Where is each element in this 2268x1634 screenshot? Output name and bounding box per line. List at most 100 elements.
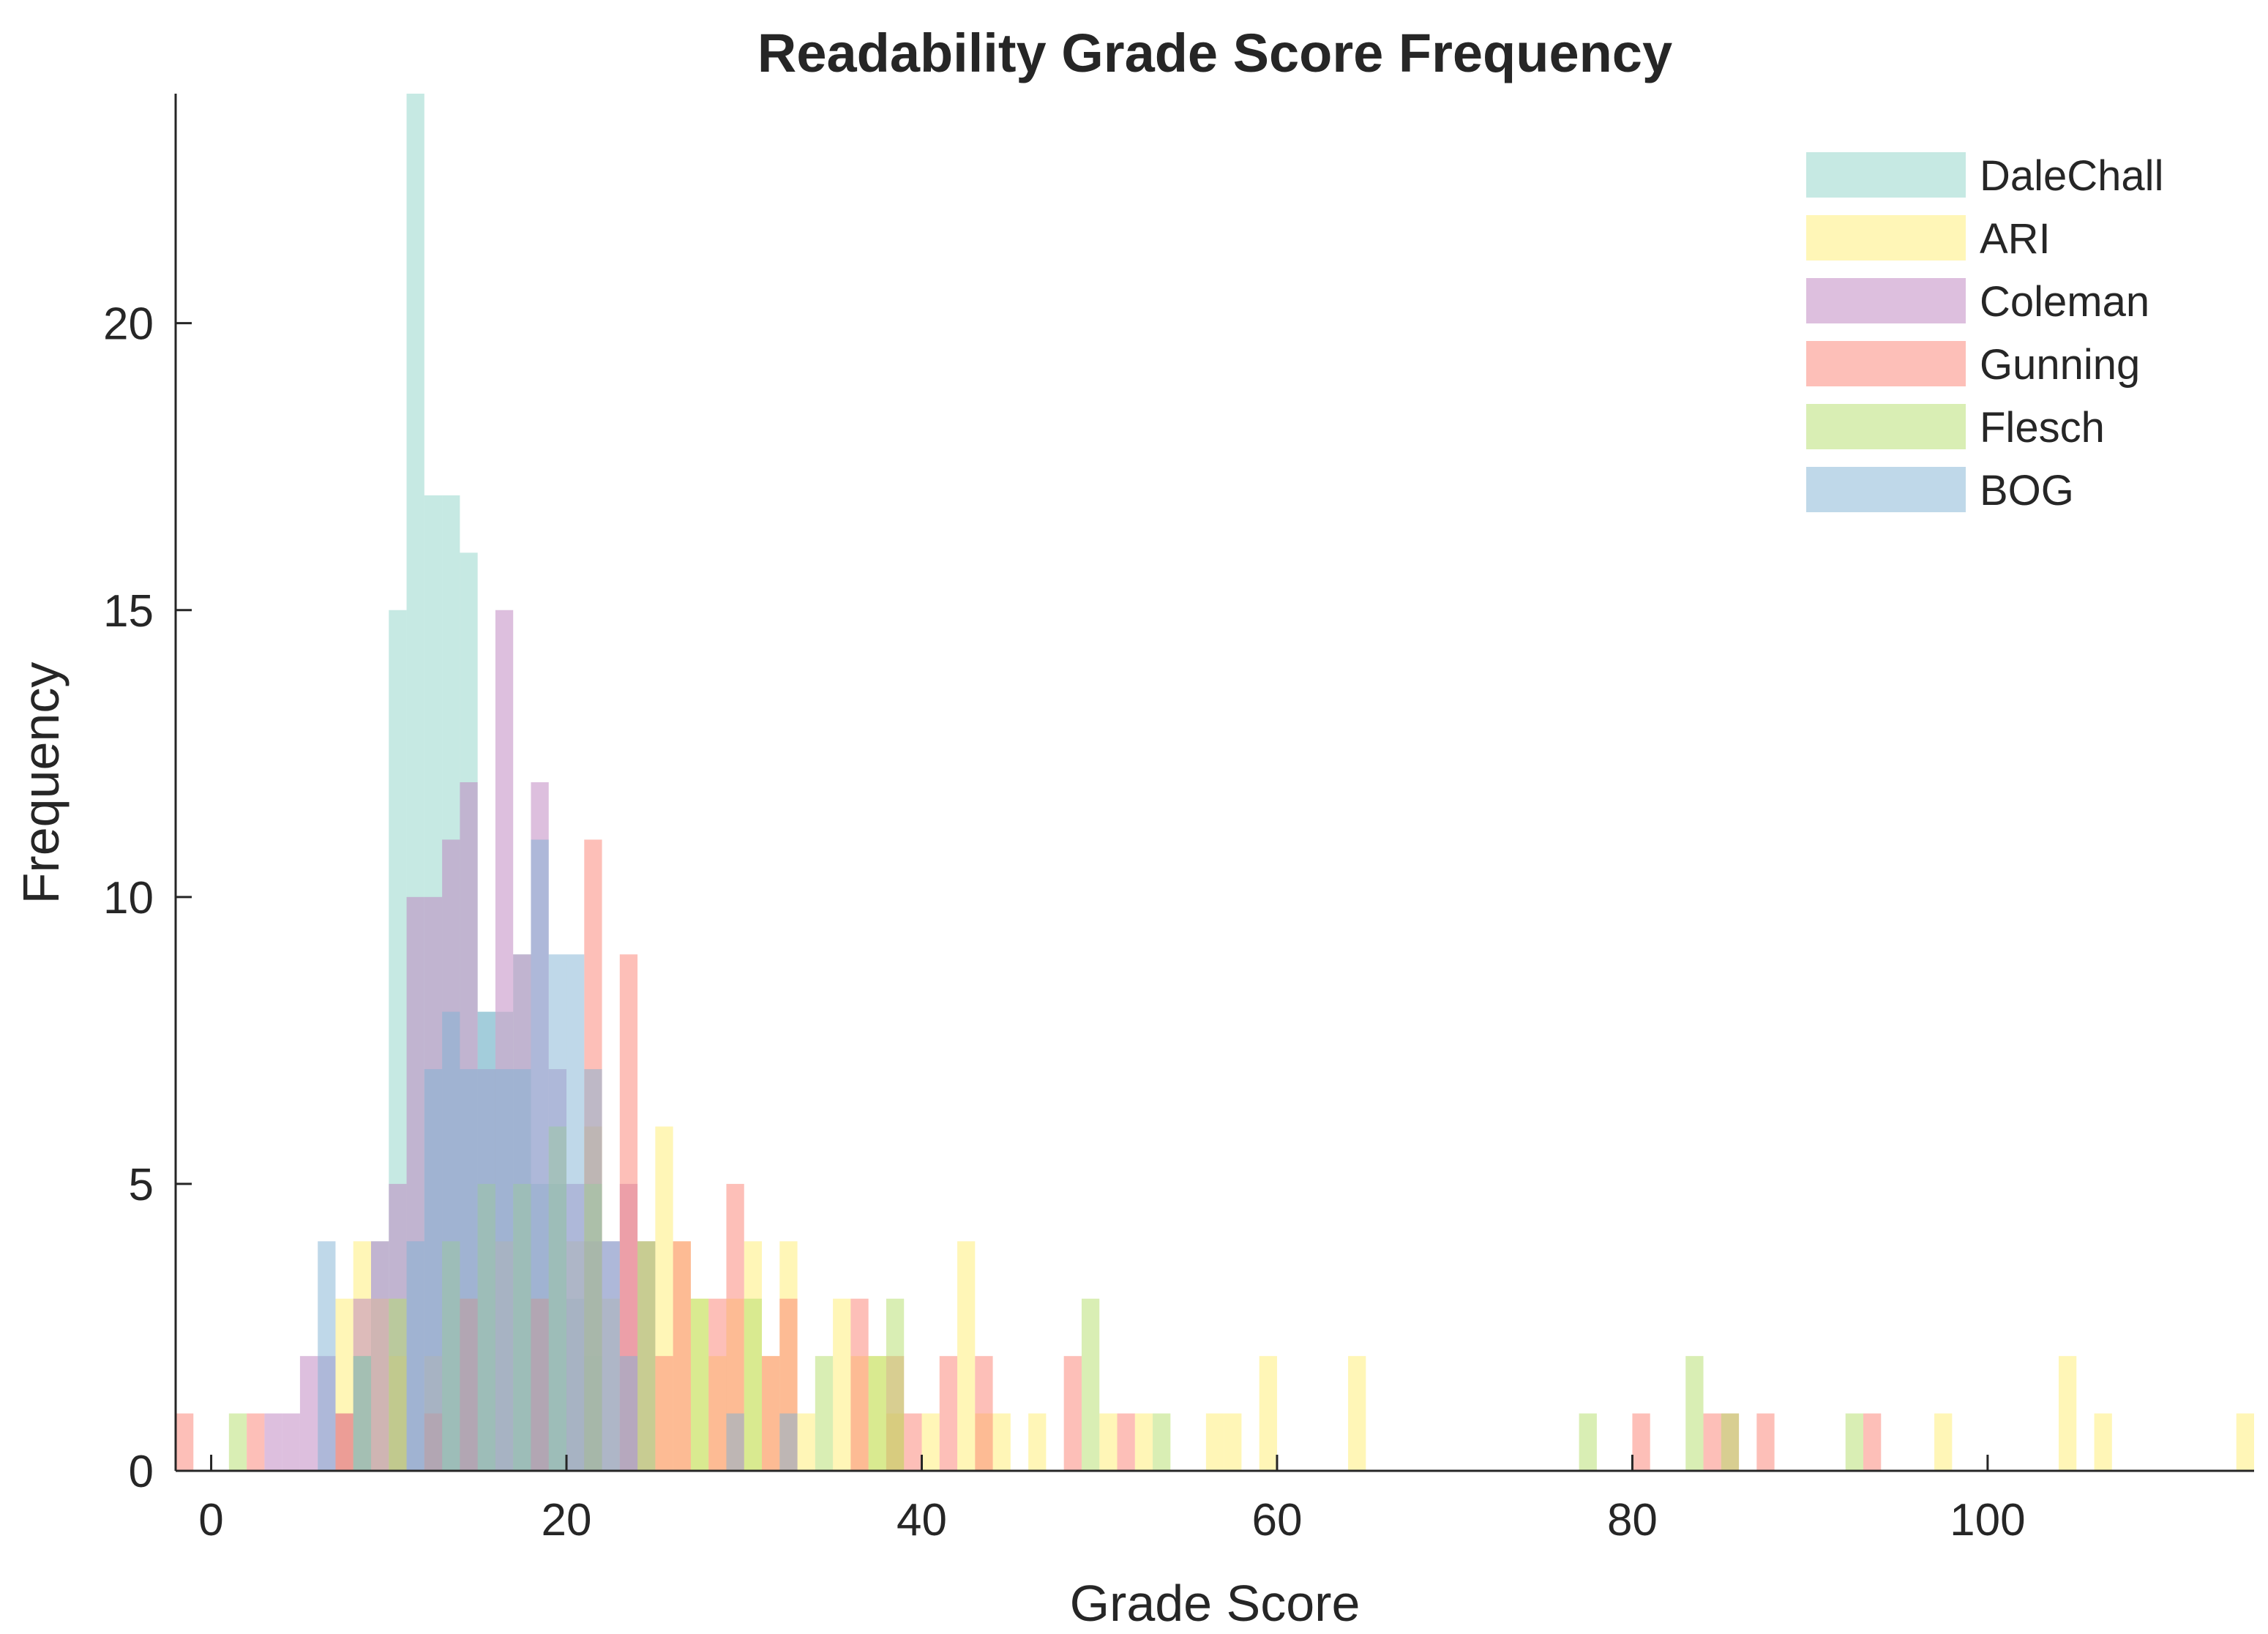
bar-bog (566, 954, 585, 1471)
bar-gunning (673, 1241, 691, 1471)
bar-gunning (1063, 1356, 1082, 1471)
bar-bog (726, 1413, 744, 1471)
bar-flesch (1579, 1413, 1597, 1471)
histogram-bars (176, 94, 2254, 1472)
bar-ari (1099, 1413, 1118, 1471)
bar-flesch (744, 1298, 763, 1471)
y-tick-label: 0 (129, 1447, 154, 1497)
x-tick-label: 80 (1607, 1495, 1658, 1545)
bar-bog (584, 1069, 602, 1471)
legend-label: Flesch (1980, 404, 2105, 451)
x-axis-label: Grade Score (1070, 1575, 1361, 1632)
legend-label: Coleman (1980, 278, 2149, 326)
bar-gunning (975, 1356, 993, 1471)
bar-flesch (1081, 1298, 1100, 1471)
bar-flesch (1845, 1413, 1863, 1471)
bar-bog (779, 1413, 798, 1471)
bar-bog (531, 839, 549, 1471)
bar-gunning (939, 1356, 958, 1471)
bar-flesch (868, 1356, 886, 1471)
legend-item-bog: BOG (1806, 467, 2074, 514)
bar-coleman (371, 1241, 389, 1471)
bar-flesch (637, 1241, 656, 1471)
bar-bog (318, 1241, 336, 1471)
y-tick-label: 15 (103, 586, 154, 637)
legend-item-dalechall: DaleChall (1806, 152, 2163, 200)
bar-flesch (1685, 1356, 1704, 1471)
bar-coleman (282, 1413, 300, 1471)
legend-swatch (1806, 341, 1966, 386)
y-tick-label: 5 (129, 1160, 154, 1210)
bar-bog (548, 954, 567, 1471)
bar-gunning (708, 1298, 727, 1471)
legend: DaleChall ARI Coleman Gunning Flesch BOG (1806, 152, 2163, 514)
bar-gunning (247, 1413, 265, 1471)
chart-title: Readability Grade Score Frequency (757, 23, 1672, 83)
bar-bog (406, 1241, 424, 1471)
bar-gunning (1703, 1413, 1721, 1471)
bar-coleman (299, 1356, 318, 1471)
bar-gunning (1756, 1413, 1775, 1471)
y-tick-label: 10 (103, 873, 154, 923)
bar-bog (619, 1356, 638, 1471)
legend-label: ARI (1980, 215, 2051, 263)
legend-item-gunning: Gunning (1806, 341, 2140, 389)
bar-coleman (264, 1413, 282, 1471)
bar-flesch (1721, 1413, 1740, 1471)
bar-ari (2058, 1356, 2077, 1471)
legend-swatch (1806, 152, 1966, 198)
bar-gunning (904, 1413, 922, 1471)
bar-ari (833, 1298, 851, 1471)
legend-label: Gunning (1980, 341, 2140, 389)
bar-gunning (1632, 1413, 1650, 1471)
bar-ari (1134, 1413, 1153, 1471)
x-tick-label: 0 (198, 1495, 223, 1545)
bar-ari (1934, 1413, 1953, 1471)
bar-ari (957, 1241, 976, 1471)
bar-bog (513, 1069, 531, 1471)
bar-flesch (690, 1298, 709, 1471)
x-tick-label: 40 (897, 1495, 947, 1545)
x-tick-label: 60 (1251, 1495, 1302, 1545)
legend-swatch (1806, 404, 1966, 449)
bar-bog (477, 1011, 495, 1471)
bar-flesch (886, 1298, 905, 1471)
bar-ari (2236, 1413, 2254, 1471)
legend-swatch (1806, 467, 1966, 512)
bar-bog (495, 1069, 514, 1471)
bar-ari (2094, 1413, 2112, 1471)
series-bog (318, 839, 798, 1471)
bar-bog (602, 1241, 620, 1471)
bar-ari (1348, 1356, 1366, 1471)
bar-ari (1259, 1356, 1277, 1471)
bar-ari (1224, 1413, 1242, 1471)
legend-label: BOG (1980, 467, 2074, 514)
bar-gunning (762, 1356, 780, 1471)
legend-item-flesch: Flesch (1806, 404, 2105, 451)
bar-gunning (335, 1413, 353, 1471)
bar-bog (460, 1069, 478, 1471)
y-axis-ticks: 0 5 10 15 20 (103, 299, 192, 1497)
bar-gunning (1117, 1413, 1135, 1471)
legend-swatch (1806, 278, 1966, 323)
bar-ari (921, 1413, 940, 1471)
bar-flesch (228, 1413, 247, 1471)
x-tick-label: 100 (1950, 1495, 2025, 1545)
y-tick-label: 20 (103, 299, 154, 350)
bar-gunning (1863, 1413, 1882, 1471)
bar-ari (1028, 1413, 1047, 1471)
bar-bog (353, 1356, 372, 1471)
bar-gunning (655, 1356, 673, 1471)
bar-flesch (815, 1356, 834, 1471)
bar-bog (424, 1069, 443, 1471)
legend-item-coleman: Coleman (1806, 278, 2149, 326)
y-axis-label: Frequency (12, 662, 70, 904)
bar-bog (442, 1011, 460, 1471)
legend-item-ari: ARI (1806, 215, 2051, 263)
x-tick-label: 20 (542, 1495, 592, 1545)
bar-ari (992, 1413, 1011, 1471)
bar-gunning (850, 1298, 869, 1471)
legend-label: DaleChall (1980, 152, 2163, 200)
bar-flesch (389, 1298, 407, 1471)
